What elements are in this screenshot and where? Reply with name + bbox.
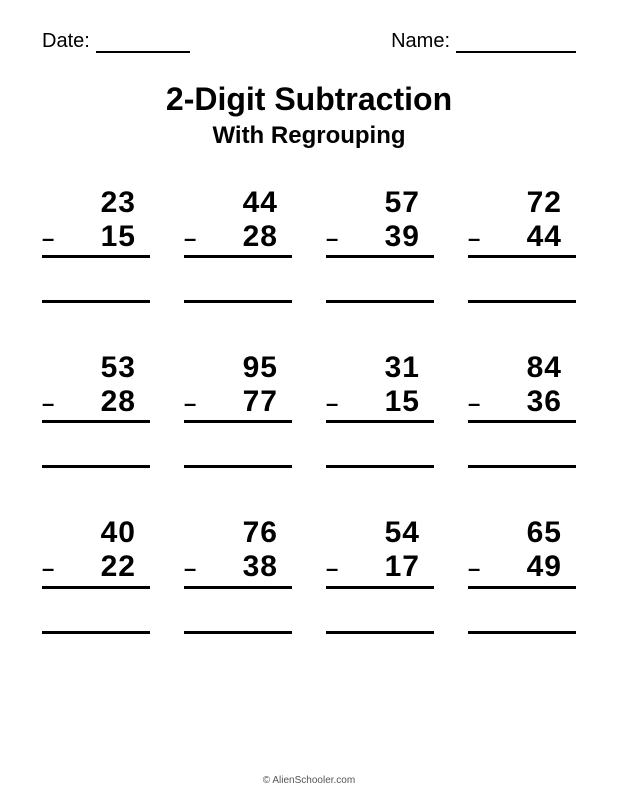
operator: – <box>326 392 344 417</box>
operator: – <box>326 227 344 252</box>
subtrahend: 28 <box>60 385 150 419</box>
subtrahend: 28 <box>202 220 292 254</box>
equals-bar <box>184 255 292 258</box>
minuend: 54 <box>344 516 434 550</box>
answer-bar <box>42 631 150 634</box>
page-title: 2-Digit Subtraction <box>42 81 576 118</box>
problems-grid: 23–1544–2857–3972–4453–2895–7731–1584–36… <box>42 186 576 634</box>
operator: – <box>42 557 60 582</box>
minuend: 53 <box>60 351 150 385</box>
operator: – <box>184 557 202 582</box>
subtrahend: 22 <box>60 550 150 584</box>
equals-bar <box>184 586 292 589</box>
subtrahend: 38 <box>202 550 292 584</box>
answer-bar <box>184 465 292 468</box>
date-label: Date: <box>42 30 90 53</box>
subtrahend: 17 <box>344 550 434 584</box>
footer-copyright: © AlienSchooler.com <box>0 775 618 786</box>
answer-bar <box>42 300 150 303</box>
header-row: Date: Name: <box>42 30 576 53</box>
operator: – <box>184 227 202 252</box>
equals-bar <box>326 586 434 589</box>
operator: – <box>326 557 344 582</box>
problem-1: 23–15 <box>42 186 150 303</box>
minuend: 95 <box>202 351 292 385</box>
name-field: Name: <box>391 30 576 53</box>
minuend: 72 <box>486 186 576 220</box>
equals-bar <box>184 420 292 423</box>
subtrahend: 39 <box>344 220 434 254</box>
operator: – <box>468 227 486 252</box>
operator: – <box>42 392 60 417</box>
date-field: Date: <box>42 30 190 53</box>
subtrahend: 36 <box>486 385 576 419</box>
answer-bar <box>326 300 434 303</box>
equals-bar <box>468 586 576 589</box>
name-blank[interactable] <box>456 33 576 53</box>
minuend: 76 <box>202 516 292 550</box>
problem-2: 44–28 <box>184 186 292 303</box>
operator: – <box>468 392 486 417</box>
problem-9: 40–22 <box>42 516 150 633</box>
problem-3: 57–39 <box>326 186 434 303</box>
minuend: 40 <box>60 516 150 550</box>
minuend: 65 <box>486 516 576 550</box>
minuend: 23 <box>60 186 150 220</box>
operator: – <box>184 392 202 417</box>
minuend: 57 <box>344 186 434 220</box>
equals-bar <box>468 420 576 423</box>
equals-bar <box>42 255 150 258</box>
problem-4: 72–44 <box>468 186 576 303</box>
date-blank[interactable] <box>96 33 190 53</box>
subtrahend: 15 <box>344 385 434 419</box>
answer-bar <box>42 465 150 468</box>
answer-bar <box>468 631 576 634</box>
problem-10: 76–38 <box>184 516 292 633</box>
name-label: Name: <box>391 30 450 53</box>
equals-bar <box>42 420 150 423</box>
minuend: 84 <box>486 351 576 385</box>
answer-bar <box>326 631 434 634</box>
problem-11: 54–17 <box>326 516 434 633</box>
operator: – <box>42 227 60 252</box>
equals-bar <box>468 255 576 258</box>
answer-bar <box>468 465 576 468</box>
problem-7: 31–15 <box>326 351 434 468</box>
equals-bar <box>326 255 434 258</box>
minuend: 31 <box>344 351 434 385</box>
answer-bar <box>326 465 434 468</box>
problem-5: 53–28 <box>42 351 150 468</box>
answer-bar <box>184 631 292 634</box>
answer-bar <box>184 300 292 303</box>
operator: – <box>468 557 486 582</box>
problem-12: 65–49 <box>468 516 576 633</box>
subtrahend: 44 <box>486 220 576 254</box>
problem-8: 84–36 <box>468 351 576 468</box>
equals-bar <box>42 586 150 589</box>
problem-6: 95–77 <box>184 351 292 468</box>
subtrahend: 15 <box>60 220 150 254</box>
equals-bar <box>326 420 434 423</box>
subtrahend: 77 <box>202 385 292 419</box>
subtrahend: 49 <box>486 550 576 584</box>
answer-bar <box>468 300 576 303</box>
page-subtitle: With Regrouping <box>42 122 576 150</box>
minuend: 44 <box>202 186 292 220</box>
